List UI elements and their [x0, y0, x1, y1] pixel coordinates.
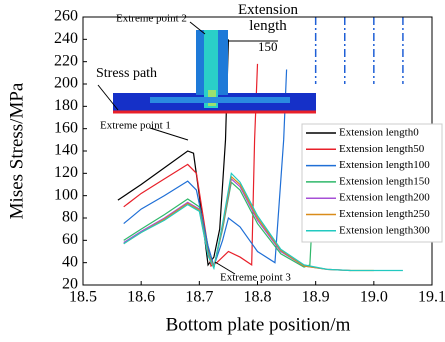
annotation: Extreme point 1 [100, 120, 171, 132]
y-tick-label: 240 [54, 30, 78, 47]
x-axis-label: Bottom plate position/m [166, 314, 351, 335]
x-tick-label: 18.7 [185, 289, 213, 306]
y-tick-label: 180 [54, 97, 78, 114]
y-tick-label: 160 [54, 119, 78, 136]
annotation: 150 [258, 39, 278, 54]
y-axis-label: Mises Stress/MPa [6, 82, 27, 219]
legend-label: Extension length0 [339, 127, 419, 139]
annotation: Extreme point 2 [116, 13, 187, 25]
x-tick-label: 18.6 [127, 289, 155, 306]
legend-label: Extension length50 [339, 143, 425, 155]
y-tick-label: 140 [54, 142, 78, 159]
x-tick-label: 18.9 [302, 289, 330, 306]
y-tick-label: 220 [54, 52, 78, 69]
legend-label: Extension length150 [339, 175, 430, 187]
x-tick-label: 19.1 [418, 289, 445, 306]
x-tick-label: 18.5 [69, 289, 97, 306]
y-tick-label: 60 [62, 231, 78, 248]
annotation: Stress path [96, 66, 157, 81]
y-tick-label: 200 [54, 75, 78, 92]
chart: 2040608010012014016018020022024026018.51… [0, 0, 445, 342]
y-tick-label: 80 [62, 209, 78, 226]
annotation: Extreme point 3 [220, 272, 291, 284]
page: 2040608010012014016018020022024026018.51… [0, 0, 445, 342]
legend-label: Extension length300 [339, 224, 430, 236]
y-tick-label: 120 [54, 164, 78, 181]
y-tick-label: 260 [54, 8, 78, 25]
legend-label: Extension length200 [339, 192, 430, 204]
x-tick-label: 18.8 [244, 289, 272, 306]
x-tick-label: 19.0 [360, 289, 388, 306]
y-tick-label: 100 [54, 186, 78, 203]
legend: Extension length0 Extension length50 Exten… [302, 124, 442, 242]
legend-label: Extension length250 [339, 208, 430, 220]
inset-band [150, 97, 290, 103]
y-tick-label: 40 [62, 253, 78, 270]
legend-label: Extension length100 [339, 159, 430, 171]
annotation: Extension length [232, 2, 304, 34]
